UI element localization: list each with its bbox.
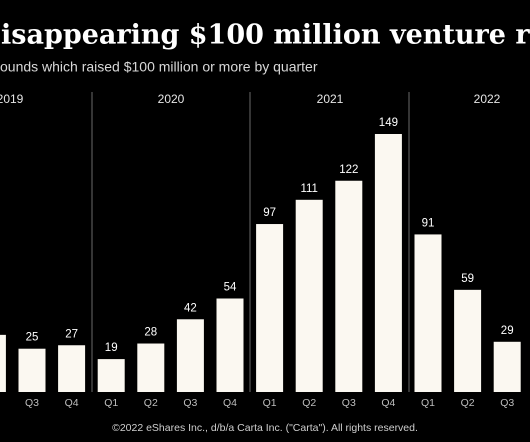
year-label: 2021	[317, 92, 344, 106]
value-label: 97	[263, 207, 276, 219]
bar	[176, 319, 204, 392]
value-label: 25	[26, 332, 39, 344]
x-tick-label: Q4	[381, 397, 395, 409]
value-label: 28	[144, 327, 157, 339]
value-label: 111	[300, 183, 317, 195]
value-label: 91	[422, 217, 435, 229]
year-label: 2019	[0, 92, 24, 106]
bar	[137, 343, 165, 392]
bar	[295, 199, 323, 392]
bar	[0, 334, 6, 392]
bar	[414, 234, 442, 392]
x-tick-label: Q2	[461, 397, 475, 409]
value-label: 29	[501, 325, 514, 337]
year-label: 2022	[474, 92, 501, 106]
value-label: 149	[379, 117, 398, 129]
footer: ©2022 eShares Inc., d/b/a Carta Inc. ("C…	[112, 422, 418, 434]
bar	[374, 134, 402, 392]
x-tick-label: Q4	[65, 397, 79, 409]
x-tick-label: Q3	[25, 397, 39, 409]
bar	[493, 341, 521, 392]
value-label: 122	[339, 164, 358, 176]
bar	[454, 289, 482, 392]
x-tick-label: Q3	[500, 397, 514, 409]
chart-title: isappearing $100 million venture roun	[1, 20, 530, 51]
bar	[335, 180, 363, 392]
x-tick-label: Q3	[342, 397, 356, 409]
value-label: 19	[105, 342, 118, 354]
x-tick-label: Q1	[263, 397, 277, 409]
bar	[18, 348, 46, 392]
x-tick-label: Q2	[144, 397, 158, 409]
bar	[58, 345, 86, 392]
x-tick-label: Q1	[421, 397, 435, 409]
x-tick-label: Q1	[104, 397, 118, 409]
bar	[256, 224, 284, 392]
x-tick-label: Q2	[302, 397, 316, 409]
value-label: 27	[65, 328, 78, 340]
bar	[216, 298, 244, 392]
x-tick-label: Q4	[223, 397, 237, 409]
x-tick-label: Q3	[183, 397, 197, 409]
bar	[97, 359, 125, 392]
value-label: 42	[184, 302, 197, 314]
value-label: 59	[461, 273, 474, 285]
value-label: 54	[224, 282, 237, 294]
year-label: 2020	[158, 92, 185, 106]
chart-subtitle: ounds which raised $100 million or more …	[0, 59, 318, 75]
